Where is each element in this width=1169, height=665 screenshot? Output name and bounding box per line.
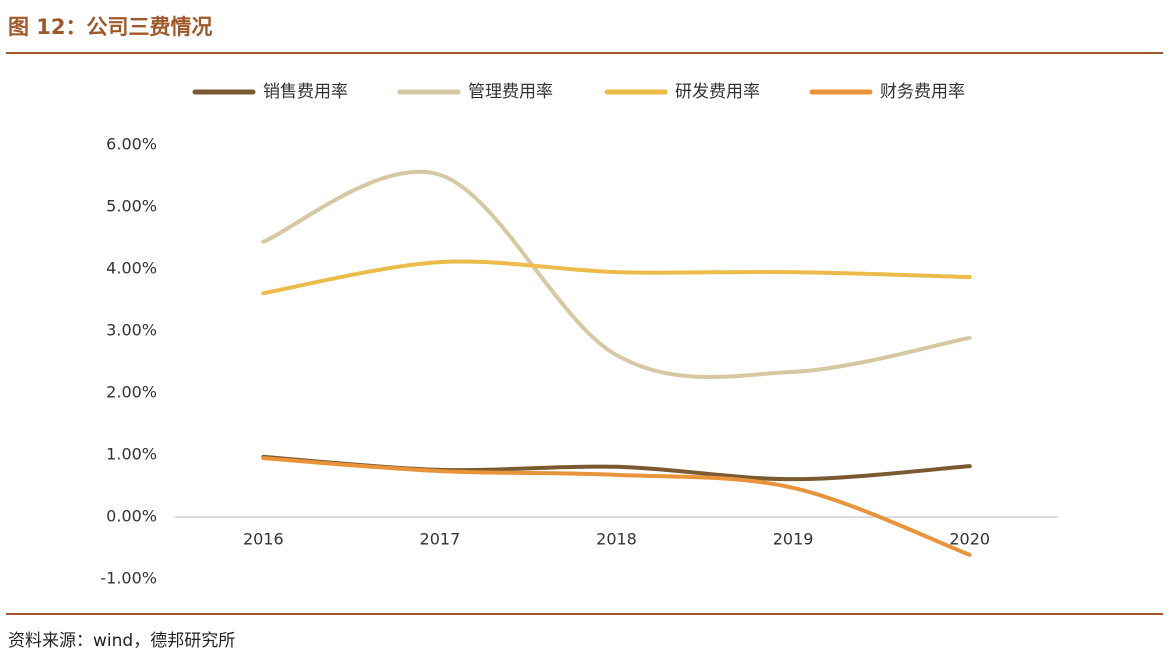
y-tick-label: 5.00%: [106, 197, 157, 216]
y-tick-label: 4.00%: [106, 259, 157, 278]
legend-label: 管理费用率: [468, 82, 553, 102]
y-tick-label: 6.00%: [106, 135, 157, 154]
x-tick-label: 2020: [949, 530, 990, 549]
x-tick-label: 2018: [596, 530, 637, 549]
x-tick-label: 2017: [420, 530, 461, 549]
y-tick-label: 1.00%: [106, 445, 157, 464]
legend-label: 研发费用率: [675, 82, 760, 102]
chart-title: 图 12：公司三费情况: [8, 15, 213, 39]
y-tick-label: 2.00%: [106, 383, 157, 402]
legend-label: 销售费用率: [263, 82, 348, 102]
series-line: [261, 456, 972, 557]
series-line: [261, 259, 972, 296]
source: 资料来源：wind，德邦研究所: [8, 631, 235, 651]
x-tick-label: 2019: [773, 530, 814, 549]
y-tick-label: 3.00%: [106, 321, 157, 340]
legend-label: 财务费用率: [880, 82, 965, 102]
x-tick-label: 2016: [243, 530, 284, 549]
y-tick-label: 0.00%: [106, 507, 157, 526]
series-line: [261, 169, 972, 379]
y-tick-label: -1.00%: [100, 569, 157, 588]
